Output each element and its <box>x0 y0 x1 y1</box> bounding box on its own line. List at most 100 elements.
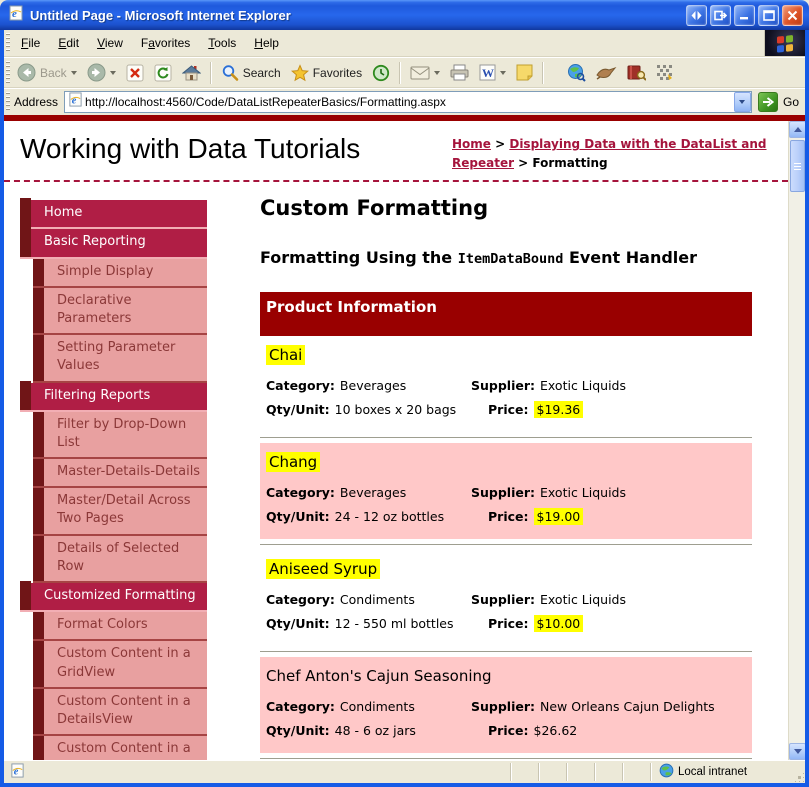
address-field[interactable]: e <box>64 91 752 113</box>
pane-arrows-button[interactable] <box>686 4 707 26</box>
resize-grip[interactable] <box>789 763 803 781</box>
menu-file[interactable]: File <box>21 36 41 50</box>
sidebar-item-format-colors[interactable]: Format Colors <box>33 612 207 642</box>
page-header: Working with Data Tutorials Home > Displ… <box>4 121 788 183</box>
sidebar-item-home[interactable]: Home <box>20 198 207 230</box>
scroll-up-button[interactable] <box>789 121 805 138</box>
price-label: Price: <box>488 615 529 631</box>
svg-text:e: e <box>72 95 77 106</box>
scrollbar-thumb[interactable] <box>790 140 805 192</box>
windows-logo-throbber <box>764 30 805 56</box>
intranet-globe-icon <box>659 763 674 781</box>
price-label: Price: <box>488 401 529 417</box>
sidebar-item-declarative-parameters[interactable]: Declarative Parameters <box>33 287 207 336</box>
sidebar-item-details-of-selected-row[interactable]: Details of Selected Row <box>33 535 207 583</box>
svg-text:e: e <box>12 8 17 20</box>
favorites-button[interactable]: Favorites <box>286 59 367 86</box>
research-button[interactable] <box>591 59 622 86</box>
breadcrumb-home[interactable]: Home <box>452 137 491 151</box>
menu-edit[interactable]: Edit <box>58 36 80 50</box>
category-label: Category: <box>266 484 335 500</box>
refresh-button[interactable] <box>149 59 177 86</box>
minimize-button[interactable] <box>734 4 755 26</box>
print-button[interactable] <box>445 59 474 86</box>
search-button[interactable]: Search <box>216 59 286 86</box>
sidebar-item-basic-reporting[interactable]: Basic Reporting <box>20 227 207 259</box>
menu-help[interactable]: Help <box>254 36 279 50</box>
sidebar-item-filtering-reports[interactable]: Filtering Reports <box>20 380 207 412</box>
edit-dropdown-caret[interactable] <box>500 70 507 75</box>
sidebar-item-setting-parameter-values[interactable]: Setting Parameter Values <box>33 335 207 383</box>
menu-tools[interactable]: Tools <box>208 36 237 50</box>
menu-favorites[interactable]: Favorites <box>140 36 191 50</box>
sidebar-item-label: Custom Content in a <box>57 741 191 757</box>
svg-text:W: W <box>482 66 494 80</box>
menu-bar: File Edit View Favorites Tools Help <box>4 30 805 57</box>
ie-page-icon: e <box>68 92 83 112</box>
section-subtitle: Formatting Using the ItemDataBound Event… <box>260 246 752 270</box>
mail-icon <box>410 65 430 80</box>
breadcrumb-displaying-data-with-the-datalist-and-repeater[interactable]: Displaying Data with the DataList and Re… <box>452 137 767 170</box>
maximize-button[interactable] <box>758 4 779 26</box>
toolbar-grip[interactable] <box>6 61 10 84</box>
product-separator <box>260 543 752 546</box>
category-value: Condiments <box>339 591 415 607</box>
address-dropdown-button[interactable] <box>733 92 751 112</box>
discuss-button[interactable] <box>511 59 538 86</box>
address-label: Address <box>14 95 59 109</box>
popout-button[interactable] <box>710 4 731 26</box>
supplier-label: Supplier: <box>471 591 536 607</box>
breadcrumb-separator: > <box>490 137 510 151</box>
status-bar: e Local intranet <box>4 760 805 783</box>
sidebar-item-label: Custom Content in a DetailsView <box>57 693 191 727</box>
sidebar-item-master-detail-across-two-pages[interactable]: Master/Detail Across Two Pages <box>33 488 207 536</box>
address-input[interactable] <box>83 93 734 111</box>
close-button[interactable] <box>782 4 803 26</box>
scroll-down-button[interactable] <box>789 743 805 760</box>
messenger-button[interactable] <box>651 59 678 86</box>
back-dropdown-caret[interactable] <box>70 70 77 75</box>
sidebar-nav: Home Basic Reporting Simple Display Declara… <box>20 198 207 760</box>
window-title: Untitled Page - Microsoft Internet Explo… <box>30 7 291 23</box>
standard-toolbar: Back <box>4 57 805 88</box>
forward-dropdown-caret[interactable] <box>109 70 116 75</box>
sidebar-item-label: Setting Parameter Values <box>57 340 176 374</box>
home-button[interactable] <box>177 59 206 86</box>
sidebar-item-label: Master/Detail Across Two Pages <box>57 493 191 527</box>
edit-word-button[interactable]: W <box>474 59 511 86</box>
stop-button[interactable] <box>121 59 149 86</box>
page-body: Home Basic Reporting Simple Display Declara… <box>4 182 788 760</box>
security-zone-label: Local intranet <box>678 766 748 778</box>
sidebar-item-custom-content-in-a-detailsview[interactable]: Custom Content in a DetailsView <box>33 688 207 737</box>
mail-button[interactable] <box>405 59 445 86</box>
go-button[interactable] <box>757 92 778 112</box>
menu-grip[interactable] <box>6 33 10 53</box>
address-bar: Address e Go <box>4 88 805 115</box>
sidebar-item-simple-display[interactable]: Simple Display <box>33 258 207 288</box>
sidebar-item-custom-content-in-a[interactable]: Custom Content in a <box>33 736 207 760</box>
page-title: Custom Formatting <box>260 196 489 221</box>
web-research-button[interactable] <box>562 59 591 86</box>
history-button[interactable] <box>367 59 395 86</box>
research-bird-icon <box>596 65 617 80</box>
forward-button[interactable] <box>82 59 121 86</box>
sidebar-item-master-details-details[interactable]: Master-Details-Details <box>33 459 207 489</box>
sidebar-item-label: Custom Content in a GridView <box>57 646 191 680</box>
menu-view[interactable]: View <box>97 36 123 50</box>
sidebar-item-filter-by-drop-down-list[interactable]: Filter by Drop-Down List <box>33 411 207 460</box>
sidebar-item-label: Basic Reporting <box>44 234 146 250</box>
status-pane <box>539 763 567 781</box>
discuss-note-icon <box>516 64 533 81</box>
mail-dropdown-caret[interactable] <box>434 70 441 75</box>
supplier-value: Exotic Liquids <box>540 591 627 607</box>
sidebar-item-label: Customized Formatting <box>44 588 196 603</box>
encarta-button[interactable] <box>622 59 651 86</box>
status-pane <box>595 763 623 781</box>
vertical-scrollbar[interactable] <box>788 121 805 760</box>
web-page: Working with Data Tutorials Home > Displ… <box>4 121 788 760</box>
address-grip[interactable] <box>6 92 10 112</box>
sidebar-item-custom-content-in-a-gridview[interactable]: Custom Content in a GridView <box>33 641 207 689</box>
back-button[interactable]: Back <box>12 59 82 86</box>
sidebar-item-customized-formatting[interactable]: Customized Formatting <box>20 580 207 613</box>
